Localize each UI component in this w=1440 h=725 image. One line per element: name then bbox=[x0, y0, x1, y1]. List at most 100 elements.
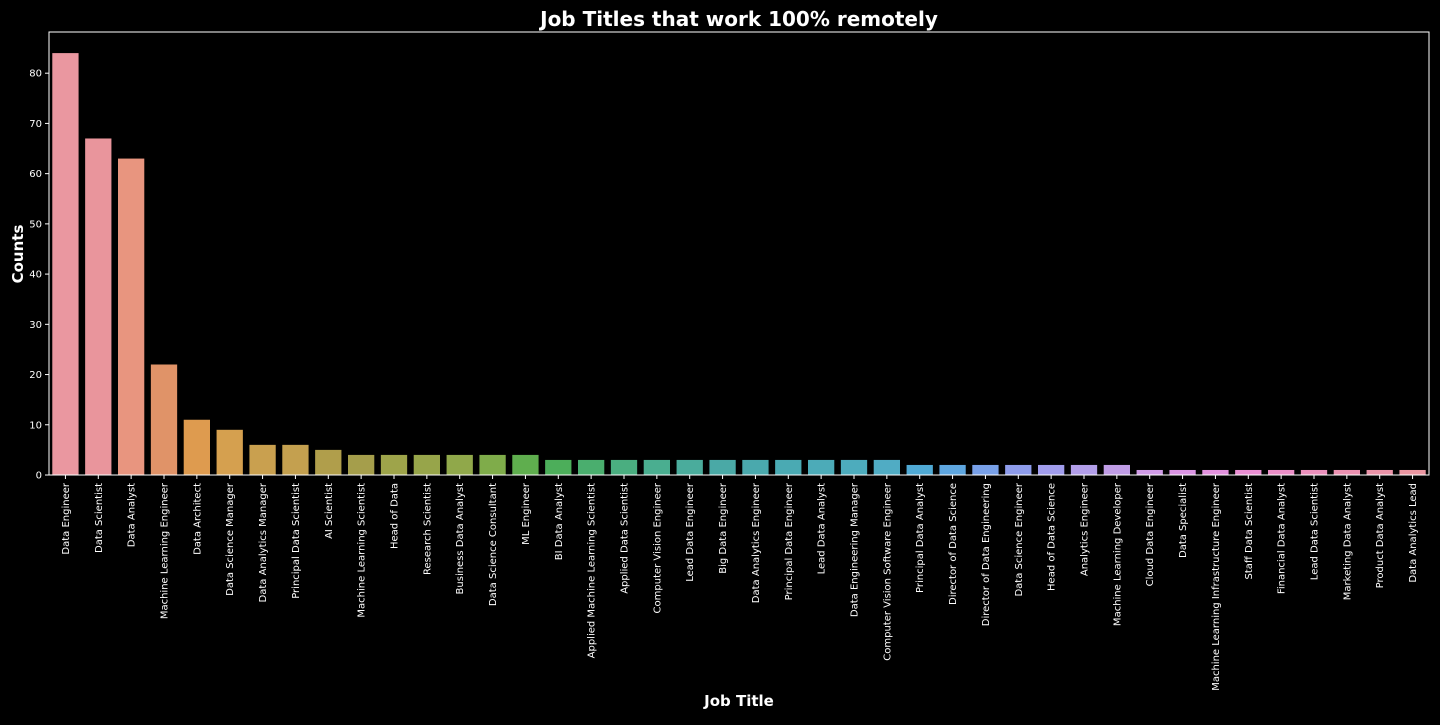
bar bbox=[1235, 469, 1262, 475]
bar bbox=[348, 454, 375, 475]
x-tick-label: Machine Learning Engineer bbox=[160, 482, 171, 619]
x-tick-label: Staff Data Scientist bbox=[1244, 483, 1255, 580]
bar bbox=[1399, 469, 1426, 475]
x-tick-label: Applied Machine Learning Scientist bbox=[587, 483, 598, 658]
bar bbox=[1169, 469, 1196, 475]
y-tick-label: 50 bbox=[29, 219, 42, 230]
bar bbox=[315, 449, 342, 475]
x-tick-label: AI Scientist bbox=[324, 483, 335, 539]
x-tick-label: Analytics Engineer bbox=[1080, 482, 1091, 576]
bar bbox=[808, 459, 835, 475]
x-tick-label: Computer Vision Software Engineer bbox=[882, 482, 893, 661]
bar bbox=[216, 429, 243, 475]
bar bbox=[676, 459, 703, 475]
x-tick-label: ML Engineer bbox=[521, 482, 532, 545]
x-tick-label: Head of Data bbox=[390, 483, 401, 549]
bar bbox=[118, 158, 145, 475]
y-tick-label: 60 bbox=[29, 169, 42, 180]
y-tick-label: 0 bbox=[36, 471, 42, 482]
x-tick-label: Data Analyst bbox=[127, 483, 138, 547]
x-tick-label: Data Engineering Manager bbox=[850, 482, 861, 617]
bar bbox=[1366, 469, 1393, 475]
bars-layer bbox=[52, 53, 1426, 476]
y-tick-label: 30 bbox=[29, 320, 42, 331]
x-tick-label: Data Science Manager bbox=[225, 482, 236, 596]
x-tick-label: Data Engineer bbox=[61, 482, 72, 554]
x-tick-label: Machine Learning Scientist bbox=[357, 483, 368, 618]
bar bbox=[742, 459, 769, 475]
x-tick-label: Lead Data Scientist bbox=[1310, 483, 1321, 580]
bar bbox=[610, 459, 638, 475]
x-tick-label: Machine Learning Developer bbox=[1112, 482, 1123, 626]
y-tick-label: 70 bbox=[29, 119, 42, 130]
y-tick-label: 40 bbox=[29, 270, 42, 281]
x-tick-label: Data Science Consultant bbox=[488, 483, 499, 606]
x-tick-label: Data Architect bbox=[192, 483, 203, 555]
y-tick-label: 10 bbox=[29, 420, 42, 431]
bar bbox=[1333, 469, 1360, 475]
bar bbox=[1268, 469, 1295, 475]
bar bbox=[1300, 469, 1328, 475]
x-tick-label: Lead Data Analyst bbox=[817, 483, 828, 574]
bar bbox=[873, 459, 900, 475]
x-tick-label: BI Data Analyst bbox=[554, 483, 565, 560]
x-tick-label: Lead Data Engineer bbox=[685, 482, 696, 582]
y-tick-label: 80 bbox=[29, 69, 42, 80]
bar bbox=[1202, 469, 1229, 475]
bar bbox=[282, 444, 309, 475]
x-tick-label: Machine Learning Infrastructure Engineer bbox=[1211, 482, 1222, 691]
x-tick-label: Director of Data Engineering bbox=[981, 483, 992, 626]
x-tick-label: Marketing Data Analyst bbox=[1342, 483, 1353, 600]
x-tick-label: Applied Data Scientist bbox=[620, 483, 631, 594]
x-tick-label: Business Data Analyst bbox=[455, 483, 466, 595]
x-tick-label: Principal Data Scientist bbox=[291, 483, 302, 599]
plot-frame bbox=[48, 31, 1430, 476]
bar bbox=[1070, 464, 1098, 475]
x-tick-label: Product Data Analyst bbox=[1375, 483, 1386, 588]
bar bbox=[85, 138, 112, 476]
bar bbox=[52, 53, 79, 475]
bar bbox=[578, 459, 605, 475]
x-tick-label: Data Analytics Lead bbox=[1408, 483, 1419, 583]
bar bbox=[1038, 464, 1065, 475]
y-axis-ticks: 0 10 20 30 40 50 60 70 80 bbox=[29, 69, 49, 482]
x-tick-label: Big Data Engineer bbox=[718, 482, 729, 574]
bar bbox=[545, 459, 572, 475]
x-axis-label: Job Title bbox=[703, 692, 774, 710]
bar bbox=[709, 459, 736, 475]
bar bbox=[446, 454, 473, 475]
x-tick-label: Data Scientist bbox=[94, 483, 105, 553]
y-axis-label: Counts bbox=[9, 225, 27, 284]
bar bbox=[906, 464, 933, 475]
x-tick-label: Cloud Data Engineer bbox=[1145, 482, 1156, 586]
x-tick-label: Director of Data Science bbox=[948, 483, 959, 605]
bar bbox=[479, 454, 506, 475]
bar bbox=[1103, 464, 1130, 475]
bar bbox=[249, 444, 276, 475]
bar bbox=[939, 464, 966, 475]
y-tick-label: 20 bbox=[29, 370, 42, 381]
x-tick-label: Research Scientist bbox=[422, 483, 433, 575]
bar bbox=[1136, 469, 1163, 475]
bar bbox=[775, 459, 802, 475]
x-tick-label: Data Specialist bbox=[1178, 483, 1189, 558]
bar bbox=[183, 419, 210, 475]
bar bbox=[840, 459, 868, 475]
bar bbox=[380, 454, 408, 475]
chart-title: Job Titles that work 100% remotely bbox=[538, 7, 938, 31]
bar bbox=[972, 464, 999, 475]
bar bbox=[150, 364, 178, 475]
x-tick-label: Data Science Engineer bbox=[1014, 482, 1025, 596]
x-tick-label: Principal Data Engineer bbox=[784, 482, 795, 600]
bar bbox=[413, 454, 440, 475]
x-tick-label: Financial Data Analyst bbox=[1277, 483, 1288, 594]
bar bbox=[1005, 464, 1032, 475]
bar bbox=[643, 459, 670, 475]
x-tick-label: Data Analytics Engineer bbox=[751, 482, 762, 603]
bar bbox=[512, 454, 539, 475]
x-tick-label: Principal Data Analyst bbox=[915, 483, 926, 593]
x-tick-label: Data Analytics Manager bbox=[258, 482, 269, 602]
x-axis-ticks: Data Engineer Data Scientist Data Analyst M… bbox=[61, 475, 1419, 691]
